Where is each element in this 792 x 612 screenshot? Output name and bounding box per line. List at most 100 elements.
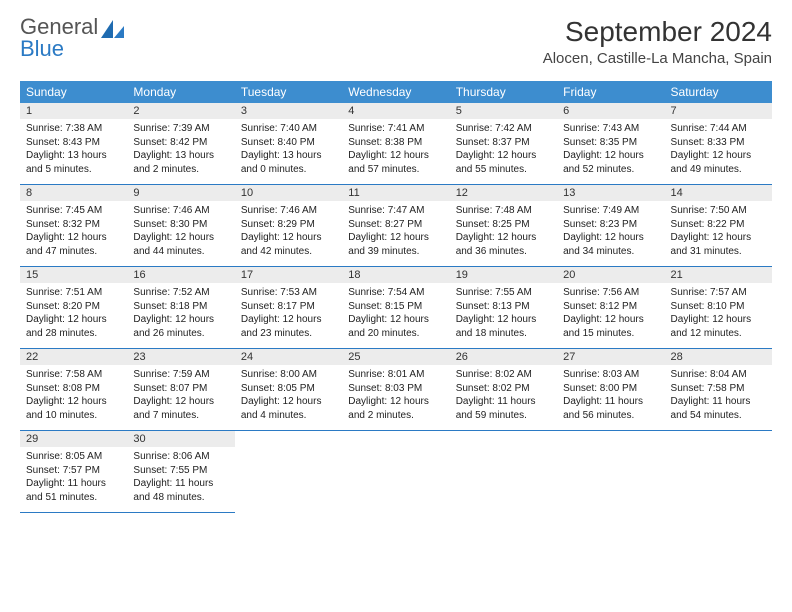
day-number: 6 xyxy=(557,103,664,119)
calendar-cell: 18 Sunrise: 7:54 AM Sunset: 8:15 PM Dayligh… xyxy=(342,267,449,349)
day-body: Sunrise: 7:59 AMSunset: 8:07 PMDaylight:… xyxy=(127,365,234,430)
sunrise-line: Sunrise: 7:40 AM xyxy=(241,123,317,134)
sunset-line: Sunset: 8:32 PM xyxy=(26,219,100,230)
day-number: 23 xyxy=(127,349,234,365)
sunrise-line: Sunrise: 7:46 AM xyxy=(133,205,209,216)
sunrise-line: Sunrise: 7:59 AM xyxy=(133,369,209,380)
weekday-header: Sunday xyxy=(20,81,127,103)
sunrise-line: Sunrise: 7:44 AM xyxy=(671,123,747,134)
sunrise-line: Sunrise: 7:48 AM xyxy=(456,205,532,216)
calendar-cell: 4Sunrise: 7:41 AMSunset: 8:38 PMDaylight… xyxy=(342,103,449,185)
day-number: 21 xyxy=(665,267,772,283)
calendar-cell: 24Sunrise: 8:00 AMSunset: 8:05 PMDayligh… xyxy=(235,349,342,431)
sunset-line: Sunset: 8:33 PM xyxy=(671,137,745,148)
calendar-cell: 14Sunrise: 7:50 AMSunset: 8:22 PMDayligh… xyxy=(665,185,772,267)
sunset-line: Sunset: 8:43 PM xyxy=(26,137,100,148)
sunrise-line: Sunrise: 7:49 AM xyxy=(563,205,639,216)
day-body: Sunrise: 8:03 AMSunset: 8:00 PMDaylight:… xyxy=(557,365,664,430)
day-number: 8 xyxy=(20,185,127,201)
daylight-line: Daylight: 12 hours and 36 minutes. xyxy=(456,232,537,257)
calendar-cell: 5Sunrise: 7:42 AMSunset: 8:37 PMDaylight… xyxy=(450,103,557,185)
calendar-cell xyxy=(235,431,342,513)
sunset-line: Sunset: 8:08 PM xyxy=(26,383,100,394)
header: General Blue September 2024 Alocen, Cast… xyxy=(20,16,772,67)
day-body: Sunrise: 7:52 AMSunset: 8:18 PMDaylight:… xyxy=(127,283,234,348)
daylight-line: Daylight: 11 hours and 54 minutes. xyxy=(671,396,751,421)
daylight-line: Daylight: 12 hours and 4 minutes. xyxy=(241,396,322,421)
sunrise-line: Sunrise: 7:54 AM xyxy=(348,287,424,298)
calendar-cell: 8Sunrise: 7:45 AMSunset: 8:32 PMDaylight… xyxy=(20,185,127,267)
calendar-cell: 30Sunrise: 8:06 AMSunset: 7:55 PMDayligh… xyxy=(127,431,234,513)
day-number: 9 xyxy=(127,185,234,201)
daylight-line: Daylight: 12 hours and 18 minutes. xyxy=(456,314,537,339)
day-body: Sunrise: 7:45 AMSunset: 8:32 PMDaylight:… xyxy=(20,201,127,266)
day-number: 20 xyxy=(557,267,664,283)
day-body: Sunrise: 7:56 AMSunset: 8:12 PMDaylight:… xyxy=(557,283,664,348)
daylight-line: Daylight: 12 hours and 34 minutes. xyxy=(563,232,644,257)
daylight-line: Daylight: 12 hours and 28 minutes. xyxy=(26,314,107,339)
calendar-table: SundayMondayTuesdayWednesdayThursdayFrid… xyxy=(20,81,772,513)
day-body: Sunrise: 7:43 AMSunset: 8:35 PMDaylight:… xyxy=(557,119,664,184)
day-number: 1 xyxy=(20,103,127,119)
sunset-line: Sunset: 8:10 PM xyxy=(671,301,745,312)
sunrise-line: Sunrise: 7:51 AM xyxy=(26,287,102,298)
sunset-line: Sunset: 8:35 PM xyxy=(563,137,637,148)
day-number: 24 xyxy=(235,349,342,365)
day-number: 18 xyxy=(342,267,449,283)
day-body: Sunrise: 8:06 AMSunset: 7:55 PMDaylight:… xyxy=(127,447,234,512)
sunrise-line: Sunrise: 7:57 AM xyxy=(671,287,747,298)
day-body: Sunrise: 8:04 AMSunset: 7:58 PMDaylight:… xyxy=(665,365,772,430)
calendar-cell: 25Sunrise: 8:01 AMSunset: 8:03 PMDayligh… xyxy=(342,349,449,431)
weekday-header: Wednesday xyxy=(342,81,449,103)
sunrise-line: Sunrise: 7:47 AM xyxy=(348,205,424,216)
sunset-line: Sunset: 7:58 PM xyxy=(671,383,745,394)
day-number: 12 xyxy=(450,185,557,201)
day-number: 2 xyxy=(127,103,234,119)
day-number: 5 xyxy=(450,103,557,119)
sunrise-line: Sunrise: 8:02 AM xyxy=(456,369,532,380)
sunset-line: Sunset: 8:38 PM xyxy=(348,137,422,148)
sunset-line: Sunset: 8:12 PM xyxy=(563,301,637,312)
day-number: 28 xyxy=(665,349,772,365)
day-number: 27 xyxy=(557,349,664,365)
sunset-line: Sunset: 8:05 PM xyxy=(241,383,315,394)
daylight-line: Daylight: 12 hours and 44 minutes. xyxy=(133,232,214,257)
day-body: Sunrise: 7:48 AMSunset: 8:25 PMDaylight:… xyxy=(450,201,557,266)
sunset-line: Sunset: 8:13 PM xyxy=(456,301,530,312)
sunrise-line: Sunrise: 8:03 AM xyxy=(563,369,639,380)
daylight-line: Daylight: 12 hours and 57 minutes. xyxy=(348,150,429,175)
daylight-line: Daylight: 12 hours and 20 minutes. xyxy=(348,314,429,339)
daylight-line: Daylight: 11 hours and 51 minutes. xyxy=(26,478,106,503)
sunrise-line: Sunrise: 7:58 AM xyxy=(26,369,102,380)
sunset-line: Sunset: 7:55 PM xyxy=(133,465,207,476)
calendar-cell xyxy=(557,431,664,513)
calendar-cell: 9Sunrise: 7:46 AMSunset: 8:30 PMDaylight… xyxy=(127,185,234,267)
sunset-line: Sunset: 8:15 PM xyxy=(348,301,422,312)
calendar-cell: 23Sunrise: 7:59 AMSunset: 8:07 PMDayligh… xyxy=(127,349,234,431)
sunrise-line: Sunrise: 7:50 AM xyxy=(671,205,747,216)
day-number: 17 xyxy=(235,267,342,283)
daylight-line: Daylight: 13 hours and 0 minutes. xyxy=(241,150,322,175)
sunset-line: Sunset: 8:18 PM xyxy=(133,301,207,312)
sunrise-line: Sunrise: 8:01 AM xyxy=(348,369,424,380)
calendar-cell: 7Sunrise: 7:44 AMSunset: 8:33 PMDaylight… xyxy=(665,103,772,185)
sunrise-line: Sunrise: 7:55 AM xyxy=(456,287,532,298)
calendar-cell xyxy=(450,431,557,513)
sunset-line: Sunset: 8:17 PM xyxy=(241,301,315,312)
day-body: Sunrise: 7:46 AMSunset: 8:29 PMDaylight:… xyxy=(235,201,342,266)
calendar-cell: 1Sunrise: 7:38 AMSunset: 8:43 PMDaylight… xyxy=(20,103,127,185)
calendar-cell: 17Sunrise: 7:53 AMSunset: 8:17 PMDayligh… xyxy=(235,267,342,349)
day-number: 22 xyxy=(20,349,127,365)
day-body: Sunrise: 8:00 AMSunset: 8:05 PMDaylight:… xyxy=(235,365,342,430)
sunrise-line: Sunrise: 7:41 AM xyxy=(348,123,424,134)
daylight-line: Daylight: 12 hours and 55 minutes. xyxy=(456,150,537,175)
day-body: Sunrise: 7:55 AM Sunset: 8:13 PM Daylight:… xyxy=(450,283,557,348)
day-number: 25 xyxy=(342,349,449,365)
day-number: 13 xyxy=(557,185,664,201)
daylight-line: Daylight: 12 hours and 52 minutes. xyxy=(563,150,644,175)
calendar-cell: 27Sunrise: 8:03 AMSunset: 8:00 PMDayligh… xyxy=(557,349,664,431)
calendar-cell: 22Sunrise: 7:58 AMSunset: 8:08 PMDayligh… xyxy=(20,349,127,431)
daylight-line: Daylight: 12 hours and 49 minutes. xyxy=(671,150,752,175)
sunset-line: Sunset: 8:40 PM xyxy=(241,137,315,148)
day-number: 19 xyxy=(450,267,557,283)
